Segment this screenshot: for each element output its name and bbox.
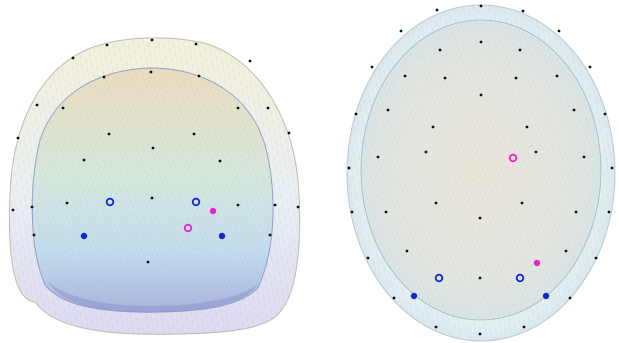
- blue-ring-marker: [515, 273, 525, 283]
- electrode-dot: [146, 260, 150, 264]
- electrode-dot: [525, 125, 529, 129]
- blue-filled-marker: [410, 292, 418, 300]
- electrode-dot: [438, 48, 442, 52]
- electrode-dot: [443, 76, 447, 80]
- electrode-dot: [405, 249, 409, 253]
- electrode-dot: [557, 29, 561, 33]
- electrode-dot: [478, 216, 482, 220]
- electrode-dot: [16, 136, 20, 140]
- blue-filled-marker: [80, 232, 88, 240]
- blue-ring-marker: [191, 197, 201, 207]
- electrode-dot: [151, 146, 155, 150]
- electrode-dot: [403, 74, 407, 78]
- electrode-dot: [582, 155, 586, 159]
- electrode-dot: [607, 210, 611, 214]
- electrode-dot: [594, 256, 598, 260]
- electrode-dot: [61, 106, 65, 110]
- electrode-dot: [434, 201, 438, 205]
- magenta-ring-marker: [508, 153, 518, 163]
- electrode-dot: [347, 166, 351, 170]
- electrode-dot: [71, 56, 75, 60]
- electrode-dot: [30, 205, 34, 209]
- electrode-dot: [149, 70, 153, 74]
- electrode-dot: [65, 201, 69, 205]
- electrode-dot: [514, 76, 518, 80]
- electrode-dot: [273, 203, 277, 207]
- electrode-dot: [568, 296, 572, 300]
- front-head-panel: [8, 37, 301, 335]
- electrode-dot: [11, 208, 15, 212]
- electrode-dot: [479, 4, 483, 8]
- electrode-dot: [105, 43, 109, 47]
- electrode-dot: [236, 106, 240, 110]
- electrode-dot: [564, 249, 568, 253]
- electrode-dot: [150, 196, 154, 200]
- electrode-dot: [603, 112, 607, 116]
- electrode-dot: [392, 296, 396, 300]
- electrode-dot: [574, 210, 578, 214]
- electrode-dot: [82, 158, 86, 162]
- electrode-dot: [521, 9, 525, 13]
- front-brain-mesh: [32, 68, 274, 312]
- electrode-dot: [194, 42, 198, 46]
- front-electrode-group: [11, 38, 300, 264]
- electrode-dot: [522, 325, 526, 329]
- electrode-dot: [424, 150, 428, 154]
- electrode-dot: [386, 108, 390, 112]
- blue-ring-marker: [434, 273, 444, 283]
- electrode-dot: [534, 150, 538, 154]
- top-electrode-group: [347, 4, 614, 336]
- electrode-dot: [102, 75, 106, 79]
- magenta-ring-marker: [183, 223, 193, 233]
- electrode-dot: [268, 233, 272, 237]
- electrode-dot: [478, 332, 482, 336]
- magenta-filled-marker: [209, 207, 217, 215]
- electrode-dot: [197, 74, 201, 78]
- electrode-dot: [32, 233, 36, 237]
- electrode-dot: [435, 8, 439, 12]
- magenta-filled-marker: [533, 259, 541, 267]
- blue-filled-marker: [542, 292, 550, 300]
- electrode-dot: [520, 201, 524, 205]
- electrode-dot: [479, 40, 483, 44]
- electrode-dot: [434, 325, 438, 329]
- electrode-dot: [107, 132, 111, 136]
- top-head-panel: [346, 4, 616, 342]
- electrode-dot: [610, 166, 614, 170]
- electrode-dot: [366, 256, 370, 260]
- electrode-dot: [236, 203, 240, 207]
- blue-ring-marker: [105, 197, 115, 207]
- electrode-dot: [150, 38, 154, 42]
- electrode-dot: [248, 59, 252, 63]
- electrode-dot: [296, 205, 300, 209]
- electrode-dot: [350, 210, 354, 214]
- electrode-dot: [588, 65, 592, 69]
- front-cerebellum-shadow: [48, 282, 258, 313]
- electrode-dot: [572, 108, 576, 112]
- electrode-dot: [370, 65, 374, 69]
- electrode-dot: [478, 276, 482, 280]
- electrode-dot: [192, 132, 196, 136]
- electrode-dot: [431, 125, 435, 129]
- blue-filled-marker: [218, 232, 226, 240]
- electrode-dot: [287, 131, 291, 135]
- electrode-dot: [266, 106, 270, 110]
- electrode-dot: [376, 155, 380, 159]
- electrode-dot: [518, 48, 522, 52]
- electrode-dot: [354, 112, 358, 116]
- electrode-dot: [35, 103, 39, 107]
- electrode-dot: [218, 159, 222, 163]
- electrode-dot: [399, 29, 403, 33]
- electrode-dot: [479, 93, 483, 97]
- top-brain-mesh: [361, 20, 601, 320]
- electrode-dot: [384, 210, 388, 214]
- electrode-dot: [555, 74, 559, 78]
